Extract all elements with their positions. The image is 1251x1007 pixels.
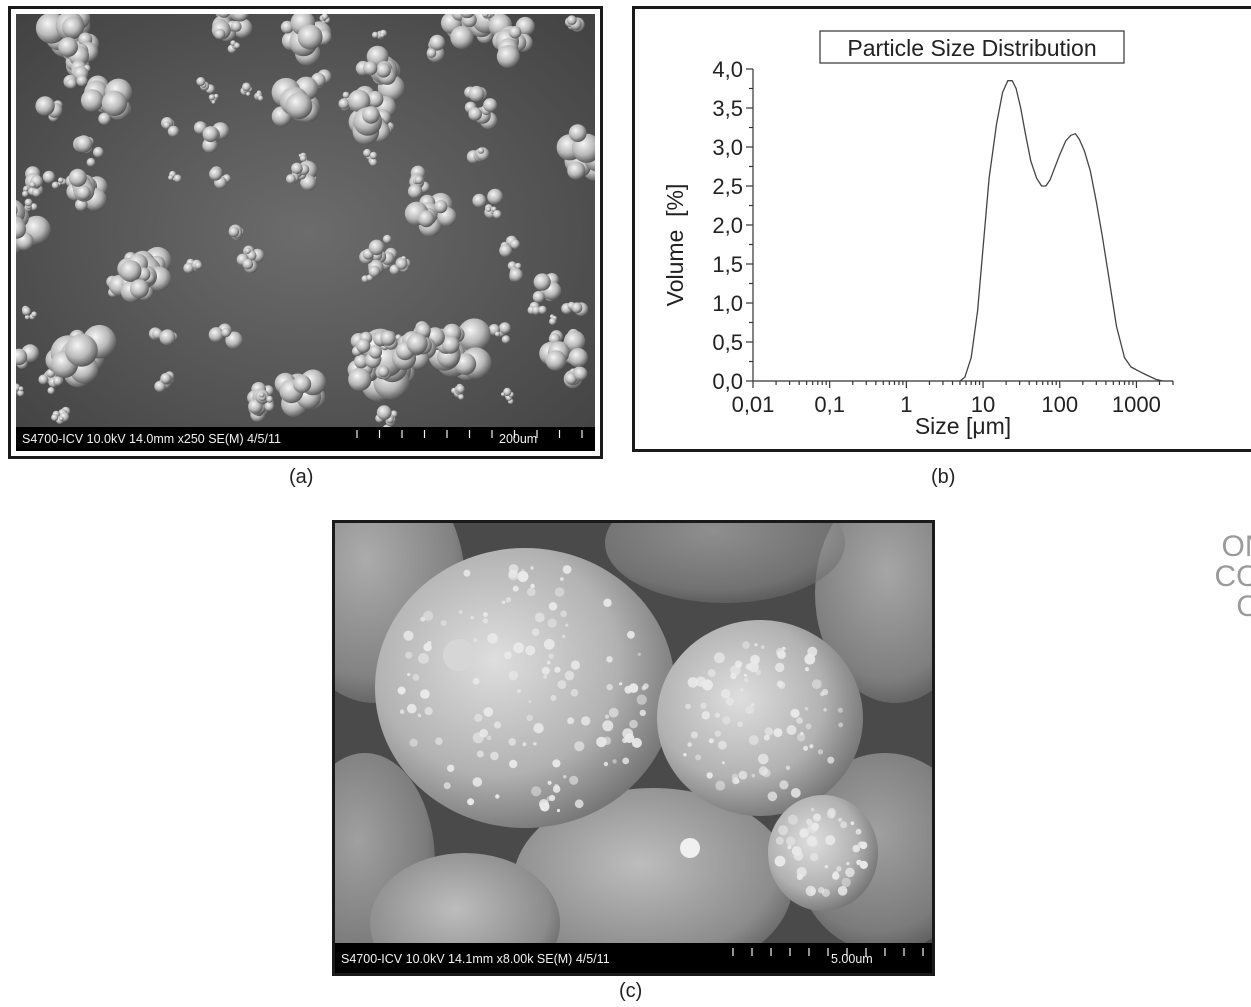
y-tick-label: 0,0 (712, 369, 743, 394)
y-tick-label: 1,5 (712, 252, 743, 277)
y-tick-label: 2,0 (712, 213, 743, 238)
y-tick-label: 3,5 (712, 96, 743, 121)
sem-image-c (335, 523, 932, 943)
scale-label-a: 200um (499, 432, 538, 446)
side-text-line: ON (1221, 530, 1251, 563)
x-tick-label: 10 (971, 392, 995, 417)
sem-panel-c: S4700-ICV 10.0kV 14.1mm x8.00k SE(M) 4/5… (332, 520, 935, 976)
x-tick-label: 100 (1041, 392, 1078, 417)
x-tick-label: 1 (900, 392, 912, 417)
sem-panel-a: S4700-ICV 10.0kV 14.0mm x250 SE(M) 4/5/1… (8, 6, 603, 459)
x-tick-label: 0,1 (814, 392, 845, 417)
y-tick-label: 1,0 (712, 291, 743, 316)
x-axis-label: Size [μm] (915, 413, 1011, 439)
caption-c: (c) (619, 980, 643, 1002)
caption-b: (b) (931, 466, 956, 488)
y-tick-label: 2,5 (712, 174, 743, 199)
chart-panel-b: Particle Size Distribution 0,0 0,5 1,0 1,5 2… (632, 6, 1251, 452)
sem-image-a (16, 14, 595, 451)
cropped-side-text: ON CO O (1195, 532, 1251, 622)
y-axis-label: Volume [%] (662, 184, 688, 307)
scale-bar-c (732, 948, 924, 956)
sem-info-a: S4700-ICV 10.0kV 14.0mm x250 SE(M) 4/5/1… (22, 432, 281, 446)
series-line (959, 80, 1163, 382)
scale-label-c: 5.00um (831, 952, 873, 966)
side-text-line: O (1236, 590, 1251, 623)
caption-a: (a) (289, 466, 314, 488)
y-tick-label: 3,0 (712, 135, 743, 160)
sem-info-bar-c: S4700-ICV 10.0kV 14.1mm x8.00k SE(M) 4/5… (335, 945, 932, 973)
chart-title-box (819, 30, 1125, 64)
psd-chart: Particle Size Distribution 0,0 0,5 1,0 1,5 2… (662, 30, 1174, 439)
side-text-line: CO (1214, 560, 1251, 593)
scale-bar-a (356, 430, 583, 438)
chart-title: Particle Size Distribution (847, 35, 1096, 61)
x-tick-label: 0,01 (732, 392, 775, 417)
sem-info-c: S4700-ICV 10.0kV 14.1mm x8.00k SE(M) 4/5… (341, 952, 610, 966)
y-tick-label: 0,5 (712, 330, 743, 355)
x-tick-label: 1000 (1112, 392, 1161, 417)
sem-info-bar-a: S4700-ICV 10.0kV 14.0mm x250 SE(M) 4/5/1… (16, 427, 595, 451)
y-tick-label: 4,0 (712, 57, 743, 82)
